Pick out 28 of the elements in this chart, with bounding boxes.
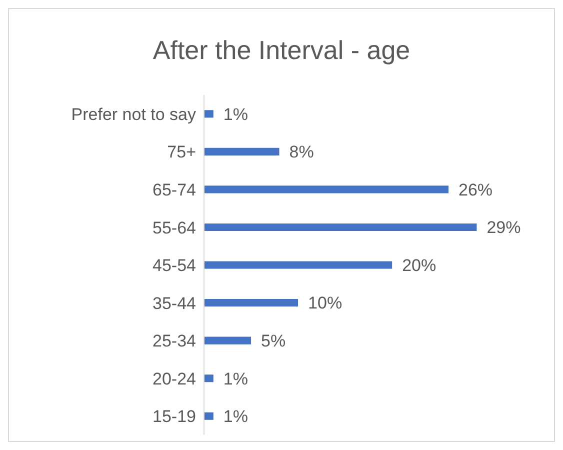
bar — [204, 336, 252, 344]
bar — [204, 186, 449, 194]
y-tick-label: 45-54 — [152, 256, 196, 276]
y-tick-label: 25-34 — [152, 332, 196, 351]
bar — [204, 374, 214, 382]
data-label: 10% — [308, 294, 342, 313]
bar — [204, 261, 392, 269]
y-tick-label: 65-74 — [152, 180, 196, 200]
bar — [204, 223, 477, 231]
y-tick-label: 55-64 — [152, 218, 196, 238]
data-label: 1% — [223, 104, 248, 124]
data-label: 20% — [402, 256, 436, 275]
data-label: 1% — [223, 407, 248, 426]
data-label: 26% — [458, 180, 493, 200]
bar — [204, 148, 280, 156]
y-tick-label: 75+ — [167, 142, 196, 162]
y-tick-label: 15-19 — [152, 407, 196, 426]
bar — [204, 412, 214, 420]
y-tick-label: 35-44 — [152, 294, 196, 313]
y-tick-label: Prefer not to say — [71, 104, 196, 124]
bar — [204, 299, 298, 307]
bar — [204, 110, 214, 118]
data-label: 8% — [289, 142, 314, 162]
chart-title: After the Interval - age — [152, 34, 412, 67]
data-label: 29% — [486, 218, 521, 238]
y-tick-label: 20-24 — [152, 369, 196, 388]
data-label: 1% — [223, 369, 248, 388]
data-label: 5% — [261, 332, 286, 351]
